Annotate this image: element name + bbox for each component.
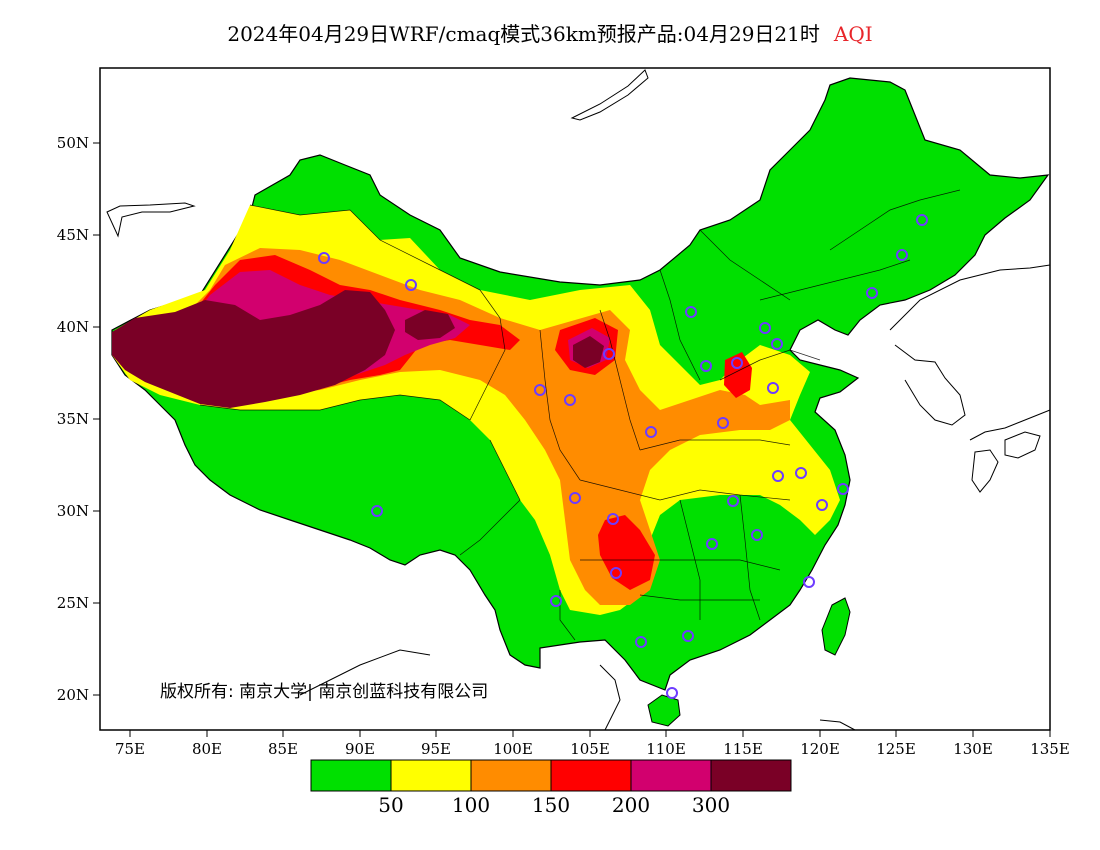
island-taiwan (821, 597, 851, 656)
region-hazardous-2 (405, 310, 455, 340)
station-marker (371, 505, 383, 517)
lon-tick-label: 90E (345, 740, 375, 758)
legend-swatch-good (310, 759, 392, 792)
lon-tick-label: 100E (493, 740, 533, 758)
legend-swatch-sensitive (470, 759, 552, 792)
station-marker (607, 513, 619, 525)
lat-tick-label: 45N (57, 226, 89, 244)
station-marker (569, 492, 581, 504)
legend-label: 300 (692, 793, 730, 817)
lat-tick-label: 25N (57, 594, 89, 612)
station-marker (318, 252, 330, 264)
aqi-field (111, 77, 1050, 727)
lon-tick-label: 135E (1030, 740, 1070, 758)
station-marker (610, 567, 622, 579)
station-marker (706, 538, 718, 550)
foreign-coastlines (106, 69, 1051, 731)
station-marker (550, 595, 562, 607)
station-marker (731, 357, 743, 369)
legend-swatch-unhealthy (550, 759, 632, 792)
title-variable: AQI (833, 22, 873, 46)
lat-tick-label: 40N (57, 318, 89, 336)
station-marker (816, 499, 828, 511)
aqi-colorbar: 50 100 150 200 300 (310, 759, 792, 817)
lon-tick-label: 85E (268, 740, 298, 758)
station-marker (767, 382, 779, 394)
region-unhealthy-hebei (724, 352, 752, 398)
legend-swatch-very-unhealthy (630, 759, 712, 792)
lon-tick-label: 120E (800, 740, 840, 758)
station-marker (700, 360, 712, 372)
station-marker (772, 470, 784, 482)
lon-tick-label: 75E (115, 740, 145, 758)
station-markers (318, 214, 928, 699)
station-marker (771, 338, 783, 350)
map-title: 2024年04月29日WRF/cmaq模式36km预报产品:04月29日21时 A… (0, 18, 1100, 47)
station-marker (759, 322, 771, 334)
station-marker (405, 279, 417, 291)
copyright-text: 版权所有: 南京大学| 南京创蓝科技有限公司 (160, 682, 488, 702)
map-frame (99, 67, 1051, 731)
station-marker (803, 576, 815, 588)
lon-tick-label: 130E (953, 740, 993, 758)
station-marker (666, 687, 678, 699)
region-hazardous-3 (573, 336, 604, 368)
lat-tick-label: 35N (57, 410, 89, 428)
station-marker (534, 384, 546, 396)
lon-tick-labels: 75E 80E 85E 90E 95E 100E 105E 110E 115E … (115, 740, 1070, 758)
lon-tick-label: 125E (876, 740, 916, 758)
province-borders (199, 189, 961, 641)
region-hazardous (112, 290, 395, 408)
station-marker (717, 417, 729, 429)
station-marker (896, 249, 908, 261)
axis-ticks (93, 142, 1051, 737)
lat-tick-label: 20N (57, 686, 89, 704)
lat-tick-label: 50N (57, 134, 89, 152)
legend-swatch-moderate (390, 759, 472, 792)
legend-label: 150 (532, 793, 570, 817)
station-marker (564, 394, 576, 406)
lon-tick-label: 115E (723, 740, 763, 758)
station-marker (603, 348, 615, 360)
legend-label: 100 (452, 793, 490, 817)
station-marker (682, 630, 694, 642)
title-text: 2024年04月29日WRF/cmaq模式36km预报产品:04月29日21时 (227, 22, 820, 46)
station-marker (645, 426, 657, 438)
station-marker (751, 529, 763, 541)
station-marker (837, 483, 849, 495)
station-marker (866, 287, 878, 299)
lon-tick-label: 95E (421, 740, 451, 758)
lon-tick-label: 105E (570, 740, 610, 758)
station-marker (727, 495, 739, 507)
lon-tick-label: 110E (646, 740, 686, 758)
station-marker (635, 636, 647, 648)
station-marker (916, 214, 928, 226)
legend-label: 50 (378, 793, 403, 817)
lat-tick-label: 30N (57, 502, 89, 520)
lat-tick-labels: 20N 25N 30N 35N 40N 45N 50N (57, 134, 89, 704)
lon-tick-label: 80E (192, 740, 222, 758)
station-marker (795, 467, 807, 479)
legend-label: 200 (612, 793, 650, 817)
legend-swatch-hazardous (710, 759, 792, 792)
island-hainan (647, 694, 681, 727)
station-marker (685, 306, 697, 318)
